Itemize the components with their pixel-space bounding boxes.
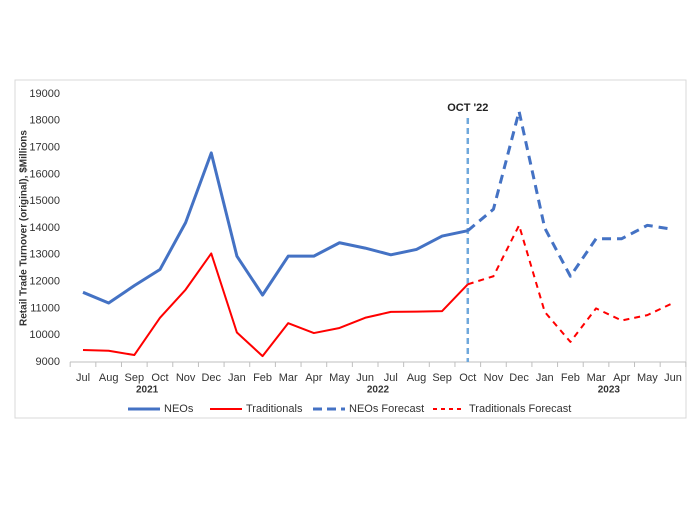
x-tick-label: Mar: [587, 372, 606, 384]
y-tick-label: 12000: [29, 276, 60, 288]
y-tick-label: 11000: [30, 302, 60, 314]
x-tick-label: Oct: [151, 372, 168, 384]
x-tick-label: Sep: [432, 372, 452, 384]
y-tick-label: 13000: [29, 249, 60, 261]
x-group-label: 2022: [367, 385, 390, 396]
x-tick-label: Oct: [459, 372, 476, 384]
x-tick-label: Jun: [356, 372, 374, 384]
y-tick-label: 10000: [29, 329, 60, 341]
x-tick-label: Dec: [509, 372, 529, 384]
y-tick-label: 16000: [29, 168, 60, 180]
y-tick-label: 18000: [29, 115, 60, 127]
x-tick-label: Jul: [384, 372, 398, 384]
y-axis-label: Retail Trade Turnover (original), $Milli…: [19, 130, 30, 326]
legend-label: NEOs: [164, 403, 194, 415]
x-tick-label: Nov: [176, 372, 196, 384]
x-tick-label: Aug: [407, 372, 427, 384]
x-group-label: 2023: [598, 385, 621, 396]
annotation-label: OCT '22: [447, 102, 488, 114]
series-line: [82, 252, 469, 358]
y-tick-label: 15000: [29, 195, 60, 207]
x-group-label: 2021: [136, 385, 159, 396]
y-tick-label: 17000: [29, 142, 60, 154]
x-tick-label: May: [329, 372, 350, 384]
x-tick-label: Jun: [664, 372, 682, 384]
x-tick-label: Jan: [536, 372, 554, 384]
x-tick-label: Apr: [613, 372, 630, 384]
x-tick-label: Aug: [99, 372, 119, 384]
series-line: [82, 151, 469, 305]
x-tick-label: Jan: [228, 372, 246, 384]
y-tick-label: 19000: [29, 88, 60, 100]
x-tick-label: Mar: [279, 372, 298, 384]
x-tick-label: Sep: [125, 372, 145, 384]
x-tick-label: Apr: [305, 372, 322, 384]
chart-frame: [14, 79, 687, 419]
x-tick-label: Dec: [201, 372, 221, 384]
y-tick-label: 14000: [29, 222, 60, 234]
legend-label: NEOs Forecast: [349, 403, 424, 415]
series-line: [467, 224, 674, 343]
x-tick-label: Feb: [561, 372, 580, 384]
series-line: [466, 109, 674, 278]
y-tick-label: 9000: [36, 356, 60, 368]
x-tick-label: Jul: [76, 372, 90, 384]
x-tick-label: Feb: [253, 372, 272, 384]
legend-label: Traditionals: [246, 403, 303, 415]
x-tick-label: Nov: [484, 372, 504, 384]
legend-label: Traditionals Forecast: [469, 403, 571, 415]
x-tick-label: May: [637, 372, 658, 384]
